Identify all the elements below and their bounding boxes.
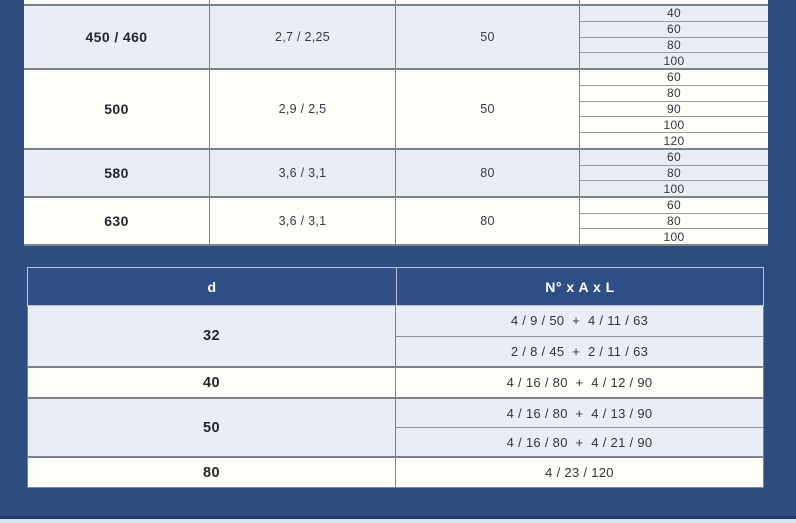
sub-row-value: 120 [663,133,685,148]
table-row-d50: 50 4 / 16 / 80 + 4 / 13 / 90 4 / 16 / 80… [28,399,763,458]
table-row-group-500: 500 2,9 / 2,5 50 60 80 90 100 120 [24,70,768,150]
value-list: 4 / 16 / 80 + 4 / 12 / 90 [396,368,763,397]
diameter-cell: 630 [24,198,210,244]
header-cell-d: d [28,268,397,305]
cropped-cell [24,0,210,4]
naxl-value: 4 / 9 / 50 + 4 / 11 / 63 [396,306,763,337]
d-value-cell: 80 [28,458,396,487]
value-cell: 80 [396,198,580,244]
sub-row-value: 60 [580,150,768,166]
d-value-cell: 40 [28,368,396,397]
sub-row-list: 60 80 100 [580,198,768,244]
header-cell-naxl: N° x A x L [545,278,615,295]
sub-row-value: 100 [580,117,768,134]
sub-row-value: 60 [580,70,768,86]
table-row-group-450-460: 450 / 460 2,7 / 2,25 50 40 60 80 100 [24,6,768,70]
table-row-d32: 32 4 / 9 / 50 + 4 / 11 / 63 2 / 8 / 45 +… [28,306,763,368]
sub-row-value: 80 [580,166,768,182]
value-cell: 80 [396,150,580,196]
sub-row-value: 100 [663,229,685,244]
sub-row-list: 60 80 90 100 120 [580,70,768,148]
sub-row-value: 60 [580,198,768,214]
sub-row-list: 40 60 80 100 [580,6,768,68]
sub-row-value: 40 [580,6,768,22]
thickness-cell: 3,6 / 3,1 [210,150,396,196]
cropped-cell [210,0,396,4]
sub-row-value: 80 [580,38,768,54]
naxl-value: 4 / 16 / 80 + 4 / 13 / 90 [396,399,763,428]
thickness-cell: 2,9 / 2,5 [210,70,396,148]
value-list: 4 / 16 / 80 + 4 / 13 / 90 4 / 16 / 80 + … [396,399,763,456]
naxl-value: 4 / 16 / 80 + 4 / 21 / 90 [506,434,653,450]
sub-row-value: 100 [663,53,685,68]
naxl-value: 4 / 23 / 120 [545,465,614,480]
table-row-group-630: 630 3,6 / 3,1 80 60 80 100 [24,198,768,246]
table-row-d80: 80 4 / 23 / 120 [28,458,763,487]
sub-row-value: 80 [580,86,768,102]
sub-row-value: 100 [663,181,685,196]
sub-row-value: 90 [580,102,768,118]
diameter-cell: 500 [24,70,210,148]
d-value-cell: 50 [28,399,396,456]
footer-strip [0,519,796,523]
table-body: 32 4 / 9 / 50 + 4 / 11 / 63 2 / 8 / 45 +… [27,306,764,488]
diameter-cell: 580 [24,150,210,196]
table-header-row: d N° x A x L [27,267,764,306]
sub-row-value: 60 [580,22,768,38]
thickness-cell: 3,6 / 3,1 [210,198,396,244]
diameter-cell: 450 / 460 [24,6,210,68]
value-list: 4 / 23 / 120 [396,458,763,487]
cropped-cell [396,0,580,4]
cropped-cell [580,0,768,4]
cropped-top-row [24,0,768,6]
sub-row-list: 60 80 100 [580,150,768,196]
lower-spec-table: d N° x A x L 32 4 / 9 / 50 + 4 / 11 / 63… [27,267,764,488]
value-cell: 50 [396,6,580,68]
footer-divider-line [0,516,796,519]
d-value-cell: 32 [28,306,396,366]
table-row-group-580: 580 3,6 / 3,1 80 60 80 100 [24,150,768,198]
sub-row-value: 80 [580,214,768,230]
thickness-cell: 2,7 / 2,25 [210,6,396,68]
value-cell: 50 [396,70,580,148]
table-row-d40: 40 4 / 16 / 80 + 4 / 12 / 90 [28,368,763,399]
upper-spec-table: 450 / 460 2,7 / 2,25 50 40 60 80 100 500… [24,0,768,246]
naxl-value: 4 / 16 / 80 + 4 / 12 / 90 [506,375,653,390]
value-list: 4 / 9 / 50 + 4 / 11 / 63 2 / 8 / 45 + 2 … [396,306,763,366]
naxl-value: 2 / 8 / 45 + 2 / 11 / 63 [510,343,649,359]
